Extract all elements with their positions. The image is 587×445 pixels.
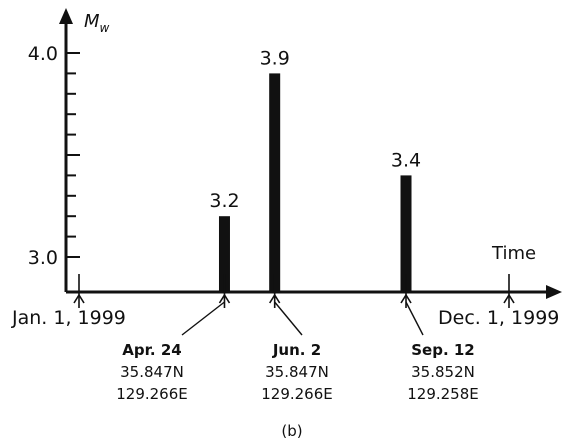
axes	[59, 8, 562, 299]
x-axis-label: Time	[491, 243, 536, 264]
time-marker	[503, 274, 515, 308]
event-date: Apr. 24	[122, 341, 181, 359]
event-latitude: 35.847N	[265, 363, 329, 381]
event-date: Jun. 2	[272, 341, 321, 359]
event-leader-line	[274, 301, 303, 336]
y-axis-label: Mw	[84, 11, 110, 35]
y-tick-label: 4.0	[28, 43, 58, 65]
event-longitude: 129.266E	[261, 385, 333, 403]
magnitude-bar	[218, 216, 230, 292]
bar-value-label: 3.4	[391, 149, 421, 171]
time-marker	[73, 274, 85, 308]
bar-value-label: 3.9	[260, 47, 290, 69]
event-annotations: Apr. 24 35.847N 129.266E Jun. 2 35.847N 129.2…	[116, 301, 479, 403]
event-leader-line	[405, 301, 424, 336]
y-ticks: 3.0 4.0	[28, 43, 80, 269]
event-longitude: 129.258E	[407, 385, 479, 403]
event-latitude: 35.847N	[120, 363, 184, 381]
event-date: Sep. 12	[411, 341, 475, 359]
magnitude-bar	[269, 73, 281, 293]
x-end-label: Dec. 1, 1999	[438, 307, 559, 329]
event-longitude: 129.266E	[116, 385, 188, 403]
labels: Mw Time Jan. 1, 1999 Dec. 1, 1999 (b)	[11, 11, 559, 440]
event-latitude: 35.852N	[411, 363, 475, 381]
event-leader-line	[181, 301, 225, 336]
magnitude-bar	[400, 175, 412, 292]
y-axis-arrowhead	[59, 8, 73, 24]
bar-value-label: 3.2	[209, 190, 239, 212]
x-axis-arrowhead	[546, 285, 562, 299]
y-tick-label: 3.0	[28, 247, 58, 269]
figure-caption: (b)	[281, 422, 302, 440]
bars: 3.2 3.9 3.4	[209, 47, 421, 293]
x-start-label: Jan. 1, 1999	[11, 307, 126, 329]
